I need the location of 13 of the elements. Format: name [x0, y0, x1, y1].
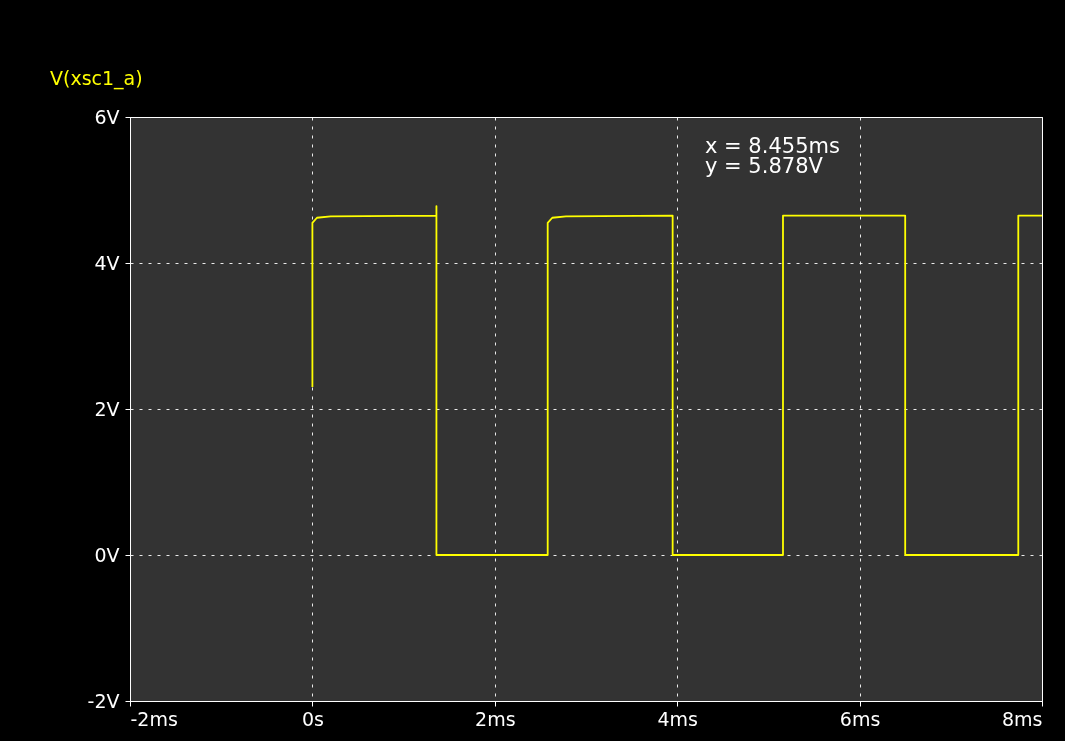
y-tick-label: 4V — [94, 251, 120, 274]
y-tick-label: 0V — [94, 543, 120, 566]
x-tick-label: 8ms — [1002, 707, 1043, 730]
x-tick-label: -2ms — [130, 707, 178, 730]
y-tick-label: -2V — [87, 689, 120, 712]
x-tick-label: 2ms — [475, 707, 516, 730]
y-tick-label: 6V — [94, 105, 120, 128]
y-tick-label: 2V — [94, 397, 120, 420]
line-series — [311, 205, 1042, 556]
x-tick-label: 0s — [301, 707, 324, 730]
y-axis-title: V(xsc1_a) — [50, 67, 143, 90]
x-tick-label: 4ms — [657, 707, 698, 730]
x-tick-label: 6ms — [839, 707, 881, 730]
